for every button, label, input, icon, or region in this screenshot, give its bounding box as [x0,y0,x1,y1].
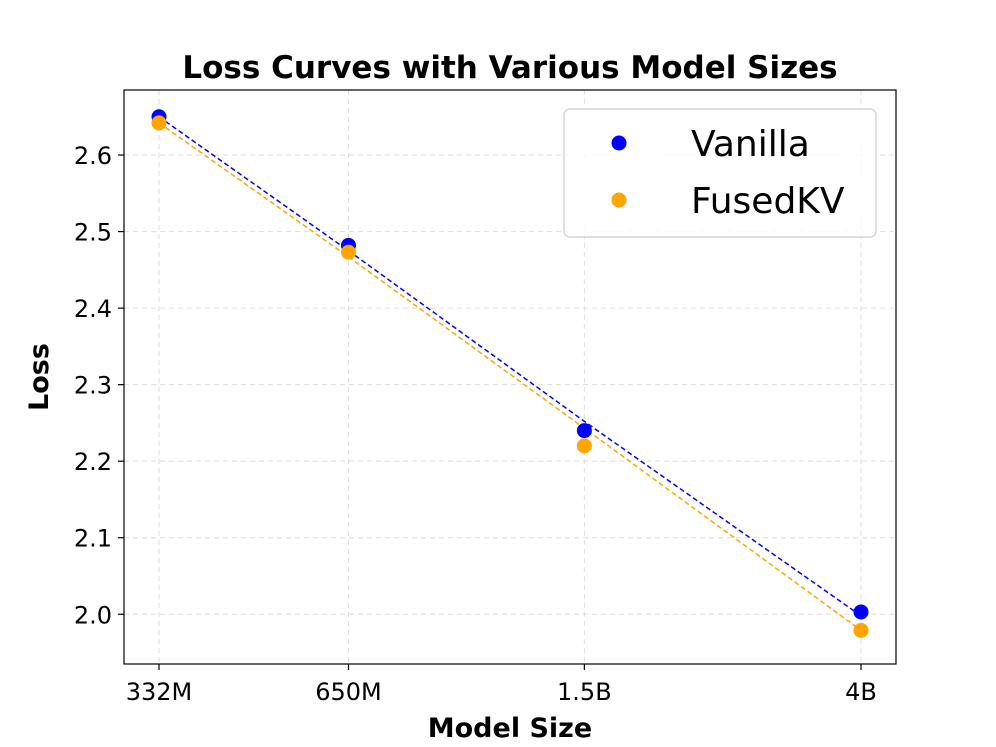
fusedkv-fit-line [158,122,862,631]
y-axis-ticks: 2.0 2.1 2.2 2.3 2.4 2.5 2.6 [74,142,124,629]
y-tick-label: 2.1 [74,525,112,553]
legend-marker-fusedkv [611,192,627,208]
fit-lines [158,116,862,631]
chart-title: Loss Curves with Various Model Sizes [182,50,837,86]
legend-box [563,108,877,238]
y-tick-label: 2.2 [74,448,112,476]
y-tick-label: 2.4 [74,295,112,323]
x-tick-label: 650M [315,678,382,706]
x-axis-label: Model Size [428,713,592,744]
legend: Vanilla FusedKV [563,108,877,238]
y-axis-label: Loss [24,343,55,411]
y-tick-label: 2.6 [74,142,112,170]
fusedkv-point [151,115,167,131]
x-tick-label: 4B [845,678,877,706]
x-tick-label: 332M [126,678,193,706]
fusedkv-point [576,438,592,454]
fusedkv-point [340,244,356,260]
data-points [151,109,869,638]
y-tick-label: 2.3 [74,372,112,400]
legend-marker-vanilla [611,135,627,151]
y-tick-label: 2.0 [74,601,112,629]
x-tick-label: 1.5B [557,678,612,706]
vanilla-point [576,423,592,439]
plot-frame [123,89,897,665]
legend-label-fusedkv: FusedKV [691,181,845,222]
x-axis-ticks: 332M 650M 1.5B 4B [126,664,877,706]
vanilla-point [853,604,869,620]
legend-label-vanilla: Vanilla [691,124,810,165]
vanilla-fit-line [158,116,862,617]
fusedkv-point [853,622,869,638]
y-tick-label: 2.5 [74,219,112,247]
